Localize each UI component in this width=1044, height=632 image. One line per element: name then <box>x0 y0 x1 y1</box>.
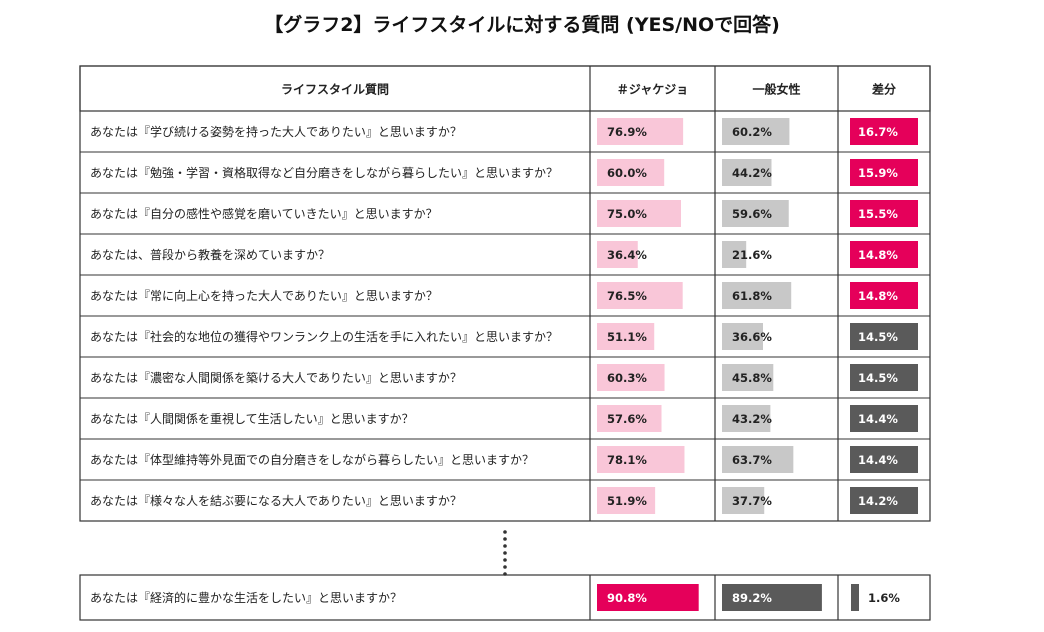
general-women-bar <box>722 405 771 432</box>
difference-bar <box>850 323 918 350</box>
jackejo-bar <box>597 584 699 611</box>
jackejo-value-label: 51.9% <box>607 494 647 508</box>
general-women-bar <box>722 282 792 309</box>
jackejo-bar <box>597 446 685 473</box>
header-general-women: 一般女性 <box>752 82 800 97</box>
table-row-question: あなたは『学び続ける姿勢を持った大人でありたい』と思いますか？ <box>90 124 462 139</box>
difference-value-label: 14.5% <box>858 330 898 344</box>
table-row-question: あなたは、普段から教養を深めていますか？ <box>90 247 330 262</box>
general-women-bar <box>722 200 789 227</box>
jackejo-value-label: 57.6% <box>607 412 647 426</box>
ellipsis-dot <box>503 551 507 555</box>
table-row-question: あなたは『様々な人を結ぶ要になる大人でありたい』と思いますか？ <box>90 494 462 508</box>
jackejo-bar <box>597 323 655 350</box>
jackejo-bar <box>597 159 665 186</box>
general-women-bar <box>722 241 747 268</box>
jackejo-value-label: 76.5% <box>607 289 647 303</box>
general-women-value-label: 21.6% <box>732 248 772 262</box>
general-women-bar <box>722 487 765 514</box>
jackejo-bar <box>597 364 665 391</box>
ellipsis-dot <box>503 537 507 541</box>
general-women-bar <box>722 118 790 145</box>
chart-title: 【グラフ2】ライフスタイルに対する質問 (YES/NOで回答) <box>264 14 780 36</box>
general-women-value-label: 36.6% <box>732 330 772 344</box>
difference-bar <box>850 487 918 514</box>
general-women-bar <box>722 584 822 611</box>
jackejo-bar <box>597 487 656 514</box>
difference-value-label: 14.4% <box>858 453 898 467</box>
general-women-value-label: 37.7% <box>732 494 772 508</box>
difference-value-label: 15.5% <box>858 207 898 221</box>
table-row-question: あなたは『社会的な地位の獲得やワンランク上の生活を手に入れたい』と思いますか？ <box>90 329 558 344</box>
difference-value-label: 14.5% <box>858 371 898 385</box>
jackejo-value-label: 60.0% <box>607 166 647 180</box>
difference-bar <box>850 282 918 309</box>
jackejo-value-label: 78.1% <box>607 453 647 467</box>
table-row-question: あなたは『体型維持等外見面での自分磨きをしながら暮らしたい』と思いますか？ <box>90 452 534 467</box>
ellipsis-dot <box>503 544 507 548</box>
ellipsis-dot <box>503 558 507 562</box>
ellipsis-dot <box>503 530 507 534</box>
separate-row-frame <box>79 574 931 621</box>
jackejo-value-label: 60.3% <box>607 371 647 385</box>
difference-value-label: 15.9% <box>858 166 898 180</box>
table-row-question: あなたは『勉強・学習・資格取得など自分磨きをしながら暮らしたい』と思いますか？ <box>90 165 558 180</box>
jackejo-bar <box>597 405 662 432</box>
jackejo-value-label: 75.0% <box>607 207 647 221</box>
jackejo-value-label: 76.9% <box>607 125 647 139</box>
difference-value-label: 14.2% <box>858 494 898 508</box>
difference-bar <box>850 446 918 473</box>
jackejo-bar <box>597 282 683 309</box>
table-row-question: あなたは『人間関係を重視して生活したい』と思いますか？ <box>90 411 414 426</box>
general-women-value-label: 89.2% <box>732 591 772 605</box>
table-header-frame <box>79 65 931 112</box>
jackejo-bar <box>597 200 681 227</box>
header-question: ライフスタイル質問 <box>281 82 389 97</box>
general-women-value-label: 44.2% <box>732 166 772 180</box>
difference-bar <box>850 364 918 391</box>
table-row-question: あなたは『濃密な人間関係を築ける大人でありたい』と思いますか？ <box>90 370 462 385</box>
ellipsis-dot <box>503 565 507 569</box>
general-women-value-label: 45.8% <box>732 371 772 385</box>
difference-bar <box>850 118 918 145</box>
difference-value-label: 14.8% <box>858 248 898 262</box>
difference-bar <box>850 241 918 268</box>
difference-bar <box>850 159 918 186</box>
separate-row-question: あなたは『経済的に豊かな生活をしたい』と思いますか？ <box>90 590 402 605</box>
difference-value-label: 14.4% <box>858 412 898 426</box>
general-women-value-label: 60.2% <box>732 125 772 139</box>
difference-value-label: 1.6% <box>868 591 900 605</box>
header-jackejo: ＃ジャケジョ <box>617 83 688 97</box>
general-women-bar <box>722 446 794 473</box>
header-difference: 差分 <box>871 82 896 97</box>
table-frame <box>79 65 931 522</box>
jackejo-bar <box>597 118 684 145</box>
difference-bar <box>851 584 859 611</box>
table-row-question: あなたは『自分の感性や感覚を磨いていきたい』と思いますか？ <box>90 206 438 221</box>
jackejo-value-label: 36.4% <box>607 248 647 262</box>
jackejo-bar <box>597 241 638 268</box>
difference-value-label: 14.8% <box>858 289 898 303</box>
table-row-question: あなたは『常に向上心を持った大人でありたい』と思いますか？ <box>90 288 438 303</box>
difference-value-label: 16.7% <box>858 125 898 139</box>
general-women-value-label: 43.2% <box>732 412 772 426</box>
jackejo-value-label: 90.8% <box>607 591 647 605</box>
general-women-bar <box>722 323 763 350</box>
general-women-bar <box>722 364 774 391</box>
jackejo-value-label: 51.1% <box>607 330 647 344</box>
general-women-value-label: 63.7% <box>732 453 772 467</box>
difference-bar <box>850 200 918 227</box>
general-women-value-label: 59.6% <box>732 207 772 221</box>
general-women-value-label: 61.8% <box>732 289 772 303</box>
difference-bar <box>850 405 918 432</box>
general-women-bar <box>722 159 772 186</box>
